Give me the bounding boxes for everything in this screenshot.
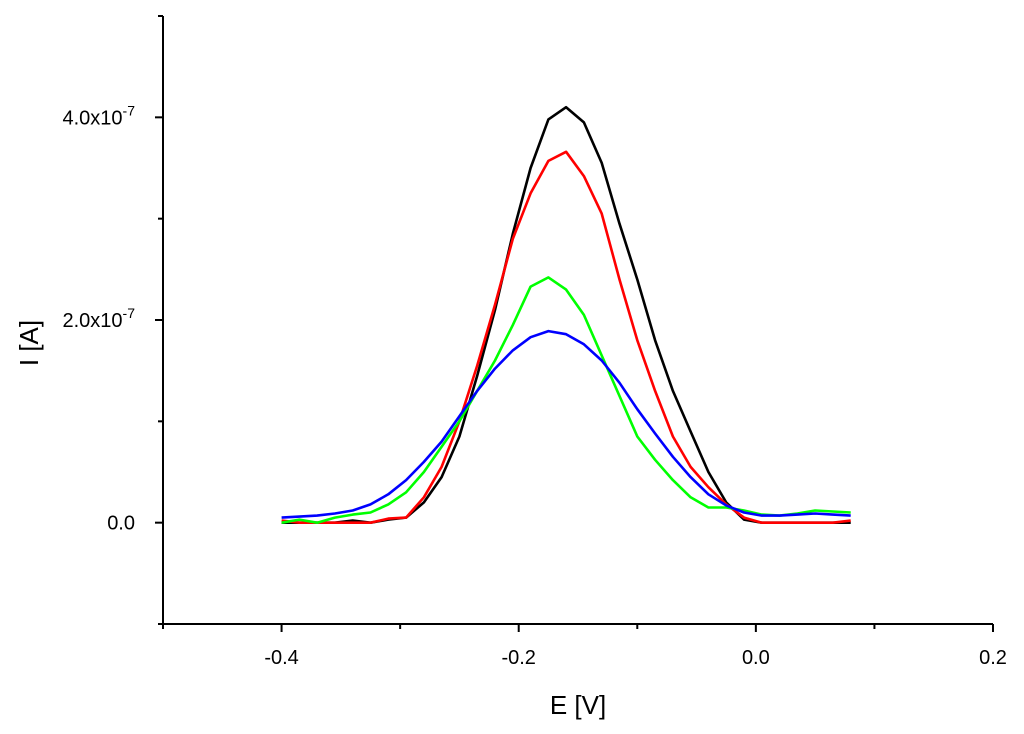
x-tick-label: -0.4 (264, 647, 298, 669)
y-tick-label: 2.0x10-7 (62, 305, 135, 332)
axes-layer: -0.4 -0.2 0.0 0.2 0.0 2.0x10-7 4.0x10-7 (62, 15, 1007, 669)
x-tick-label: 0.2 (979, 647, 1007, 669)
y-tick-exponent: -7 (123, 305, 136, 321)
series-line-2 (281, 150, 851, 525)
series-line-3 (281, 276, 851, 525)
x-tick-label: 0.0 (742, 647, 770, 669)
y-tick-label: 4.0x10-7 (62, 102, 135, 129)
series-layer (281, 105, 851, 525)
series-line-1 (281, 105, 851, 525)
x-tick-label: -0.2 (501, 647, 535, 669)
x-axis-title: E [V] (550, 690, 606, 720)
y-axis-title: I [A] (14, 320, 44, 366)
y-tick-exponent: -7 (123, 102, 136, 118)
y-tick-label: 0.0 (107, 513, 135, 535)
series-line-4 (281, 329, 851, 519)
